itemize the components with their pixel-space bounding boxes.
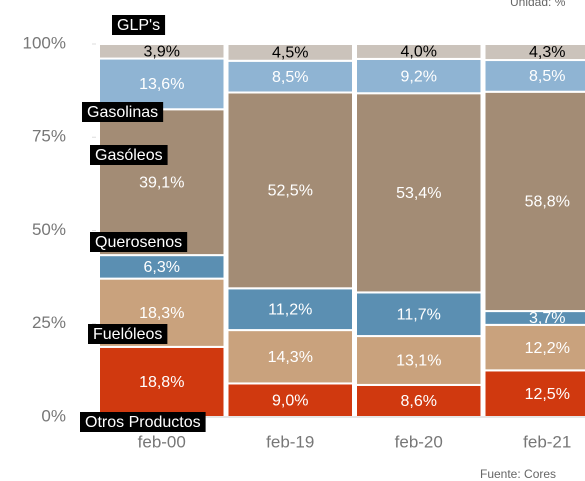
x-tick-label: feb-00 — [138, 432, 186, 451]
bar-segment — [355, 383, 483, 418]
value-label: 52,5% — [268, 183, 313, 200]
bar-segment — [98, 345, 226, 419]
legend-box — [80, 412, 206, 432]
y-tick-label: 100% — [23, 33, 66, 52]
x-tick-label: feb-19 — [266, 432, 314, 451]
y-tick-label: 25% — [32, 313, 66, 332]
value-label: 12,5% — [525, 386, 570, 403]
value-label: 53,4% — [396, 185, 441, 202]
legend-item: Fuelóleos — [88, 324, 168, 344]
legend-item: Gasolinas — [82, 102, 164, 122]
unit-note: Unidad: % — [510, 0, 566, 9]
bar-segment — [483, 323, 585, 372]
legend-box — [90, 232, 188, 252]
bar-segment — [483, 59, 585, 93]
legend-label: Gasolinas — [87, 104, 158, 121]
value-label: 8,5% — [272, 69, 308, 86]
bar-segment — [226, 91, 354, 290]
x-tick-label: feb-20 — [395, 432, 443, 451]
bar-segment — [355, 291, 483, 338]
bar-segment — [483, 369, 585, 418]
bar-segment — [355, 92, 483, 294]
value-label: 14,3% — [268, 349, 313, 366]
value-label: 4,3% — [529, 44, 565, 61]
value-label: 18,3% — [139, 305, 184, 322]
value-label: 4,5% — [272, 45, 308, 62]
value-label: 11,2% — [268, 301, 312, 318]
legend-label: Gasóleos — [95, 147, 163, 164]
value-label: 18,8% — [139, 374, 184, 391]
value-label: 3,7% — [529, 310, 565, 327]
legend-label: Fuelóleos — [93, 326, 162, 343]
y-tick-label: 75% — [32, 127, 66, 146]
bar-segment — [226, 382, 354, 418]
bar-segment — [483, 43, 585, 62]
legend-label: GLP's — [117, 17, 160, 34]
y-tick-label: 50% — [32, 220, 66, 239]
value-label: 8,6% — [401, 393, 437, 410]
value-label: 13,6% — [139, 76, 184, 93]
legend-box — [88, 324, 168, 344]
legend-item: Querosenos — [90, 232, 188, 252]
source: Fuente: Cores — [480, 467, 556, 481]
value-label: 4,0% — [401, 44, 437, 61]
y-tick-label: 0% — [41, 406, 66, 425]
value-label: 39,1% — [139, 174, 184, 191]
legend-label: Querosenos — [95, 234, 182, 251]
legend-item: Gasóleos — [90, 145, 168, 165]
value-label: 13,1% — [396, 353, 441, 370]
value-label: 9,2% — [401, 68, 437, 85]
value-label: 3,9% — [144, 43, 180, 60]
value-label: 8,5% — [529, 68, 565, 85]
legend-item: GLP's — [112, 15, 166, 35]
legend-box — [112, 15, 166, 35]
legend-box — [90, 145, 168, 165]
legend-label: Otros Productos — [85, 414, 201, 431]
value-label: 11,7% — [397, 306, 441, 323]
bar-segment — [98, 43, 226, 60]
value-label: 6,3% — [144, 259, 180, 276]
legend-item: Otros Productos — [80, 412, 206, 432]
value-label: 58,8% — [525, 194, 570, 211]
bar-segment — [355, 57, 483, 95]
value-label: 12,2% — [525, 340, 570, 357]
value-label: 9,0% — [272, 392, 308, 409]
bar-segment — [355, 43, 483, 60]
bar-segment — [226, 43, 354, 62]
legend-box — [82, 102, 164, 122]
bar-segment — [98, 108, 226, 257]
x-tick-label: feb-21 — [523, 432, 571, 451]
